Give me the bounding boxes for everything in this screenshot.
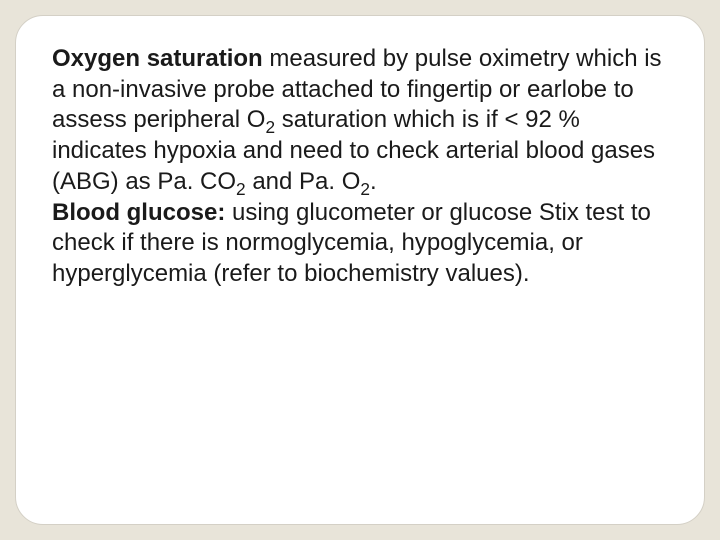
slide-card: Oxygen saturation measured by pulse oxim… xyxy=(15,15,705,525)
p2-seg0: Blood glucose: xyxy=(52,199,232,226)
p1-seg5: and Pa. O xyxy=(246,168,361,195)
p1-seg6: 2 xyxy=(360,179,370,199)
p1-seg2: 2 xyxy=(265,117,275,137)
p1-seg4: 2 xyxy=(236,179,246,199)
slide-body-text: Oxygen saturation measured by pulse oxim… xyxy=(52,44,668,290)
p1-seg0: Oxygen saturation xyxy=(52,45,263,72)
p1-seg7: . xyxy=(370,168,377,195)
